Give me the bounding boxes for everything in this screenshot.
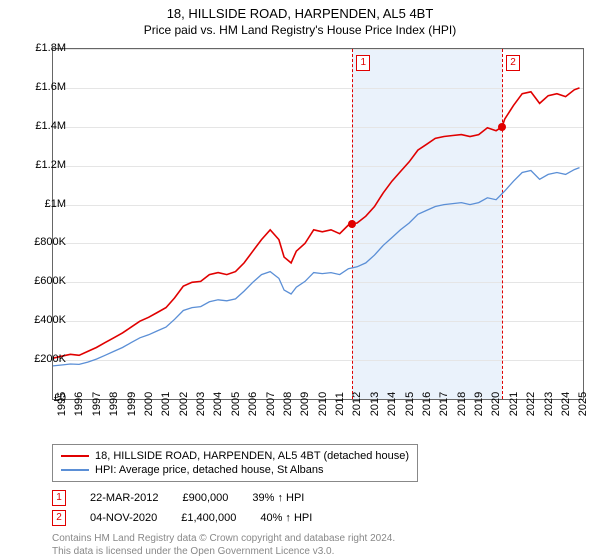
- x-tick-label: 2001: [160, 392, 172, 416]
- line-series: [53, 49, 583, 399]
- x-tick-label: 2021: [508, 392, 520, 416]
- sale-hpi: 40% ↑ HPI: [260, 512, 312, 524]
- series-line: [53, 168, 580, 366]
- x-tick-label: 2009: [299, 392, 311, 416]
- x-tick-label: 1996: [73, 392, 85, 416]
- x-tick-label: 2000: [143, 392, 155, 416]
- sale-dot: [348, 220, 356, 228]
- sale-marker-1: 1: [52, 490, 66, 506]
- footer-line-2: This data is licensed under the Open Gov…: [52, 545, 395, 558]
- x-tick-label: 1997: [91, 392, 103, 416]
- y-tick-label: £1.6M: [35, 81, 66, 93]
- sale-price: £900,000: [182, 492, 228, 504]
- sale-date: 04-NOV-2020: [90, 512, 157, 524]
- y-tick-label: £400K: [34, 314, 66, 326]
- sale-row-1: 1 22-MAR-2012 £900,000 39% ↑ HPI: [52, 490, 304, 506]
- x-tick-label: 2006: [247, 392, 259, 416]
- x-tick-label: 2010: [317, 392, 329, 416]
- legend-swatch: [61, 469, 89, 471]
- y-tick-label: £800K: [34, 236, 66, 248]
- event-marker-label: 1: [356, 55, 370, 71]
- chart-container: 18, HILLSIDE ROAD, HARPENDEN, AL5 4BT Pr…: [0, 0, 600, 560]
- x-tick-label: 2024: [560, 392, 572, 416]
- x-tick-label: 2017: [438, 392, 450, 416]
- plot-area: 12: [52, 48, 584, 400]
- x-tick-label: 2022: [525, 392, 537, 416]
- x-tick-label: 1999: [126, 392, 138, 416]
- x-tick-label: 2016: [421, 392, 433, 416]
- x-tick-label: 2011: [334, 392, 346, 416]
- page-title: 18, HILLSIDE ROAD, HARPENDEN, AL5 4BT: [0, 0, 600, 21]
- x-tick-label: 2015: [404, 392, 416, 416]
- event-marker-label: 2: [506, 55, 520, 71]
- x-tick-label: 2014: [386, 392, 398, 416]
- sale-dot: [498, 123, 506, 131]
- page-subtitle: Price paid vs. HM Land Registry's House …: [0, 21, 600, 37]
- x-tick-label: 2002: [178, 392, 190, 416]
- x-tick-label: 2012: [351, 392, 363, 416]
- y-tick-label: £1.8M: [35, 42, 66, 54]
- x-tick-label: 2023: [543, 392, 555, 416]
- x-tick-label: 2007: [265, 392, 277, 416]
- legend-box: 18, HILLSIDE ROAD, HARPENDEN, AL5 4BT (d…: [52, 444, 418, 482]
- x-tick-label: 2018: [456, 392, 468, 416]
- sale-marker-2: 2: [52, 510, 66, 526]
- x-tick-label: 2019: [473, 392, 485, 416]
- y-tick-label: £200K: [34, 353, 66, 365]
- legend-swatch: [61, 455, 89, 457]
- sale-row-2: 2 04-NOV-2020 £1,400,000 40% ↑ HPI: [52, 510, 312, 526]
- y-tick-label: £1M: [45, 198, 66, 210]
- footer-attribution: Contains HM Land Registry data © Crown c…: [52, 532, 395, 558]
- sale-price: £1,400,000: [181, 512, 236, 524]
- x-tick-label: 2003: [195, 392, 207, 416]
- legend-item: HPI: Average price, detached house, St A…: [61, 463, 409, 477]
- x-tick-label: 2025: [577, 392, 589, 416]
- y-tick-label: £600K: [34, 275, 66, 287]
- x-tick-label: 2013: [369, 392, 381, 416]
- x-tick-label: 2008: [282, 392, 294, 416]
- x-tick-label: 2005: [230, 392, 242, 416]
- legend-item: 18, HILLSIDE ROAD, HARPENDEN, AL5 4BT (d…: [61, 449, 409, 463]
- x-tick-label: 2020: [490, 392, 502, 416]
- y-tick-label: £1.4M: [35, 120, 66, 132]
- x-tick-label: 1995: [56, 392, 68, 416]
- footer-line-1: Contains HM Land Registry data © Crown c…: [52, 532, 395, 545]
- legend-label: HPI: Average price, detached house, St A…: [95, 464, 324, 476]
- sale-date: 22-MAR-2012: [90, 492, 158, 504]
- y-tick-label: £1.2M: [35, 159, 66, 171]
- legend-label: 18, HILLSIDE ROAD, HARPENDEN, AL5 4BT (d…: [95, 450, 409, 462]
- sale-hpi: 39% ↑ HPI: [252, 492, 304, 504]
- x-tick-label: 1998: [108, 392, 120, 416]
- x-tick-label: 2004: [212, 392, 224, 416]
